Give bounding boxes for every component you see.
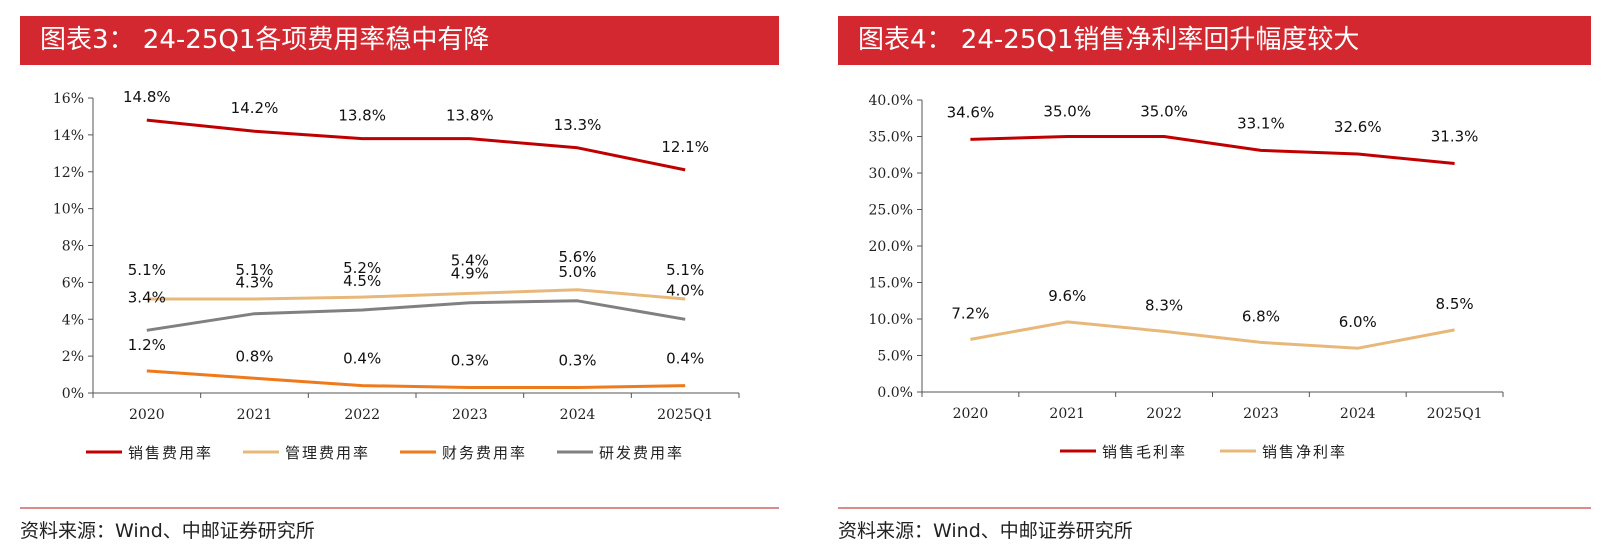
legend-label: 销售净利率 bbox=[1262, 443, 1347, 461]
series-line bbox=[146, 288, 686, 301]
x-tick-label: 2023 bbox=[1243, 406, 1279, 422]
y-tick-label: 5.0% bbox=[877, 349, 913, 365]
data-label: 6.8% bbox=[1242, 307, 1280, 325]
expense-ratio-line-chart: 0% 2% 4% 6% 8% 10% 12% 14% 16% 2020 2021 2022 2023 20… bbox=[53, 88, 740, 462]
data-label: 9.6% bbox=[1048, 287, 1086, 305]
legend-label: 管理费用率 bbox=[285, 444, 370, 462]
data-label: 4.3% bbox=[235, 274, 273, 292]
y-tick-label: 40.0% bbox=[869, 93, 913, 109]
data-label: 3.4% bbox=[128, 288, 166, 306]
data-label: 1.2% bbox=[128, 336, 166, 354]
y-tick-label: 0% bbox=[62, 386, 84, 402]
x-tick-label: 2024 bbox=[1340, 406, 1376, 422]
data-label: 0.3% bbox=[558, 351, 596, 369]
legend-label: 财务费用率 bbox=[442, 444, 527, 462]
y-tick-label: 0.0% bbox=[877, 385, 913, 401]
data-label: 13.8% bbox=[446, 107, 494, 125]
x-tick-label: 2022 bbox=[1146, 406, 1182, 422]
y-tick-label: 4% bbox=[62, 312, 84, 328]
series-line bbox=[146, 369, 686, 389]
data-label: 13.8% bbox=[338, 107, 386, 125]
data-label: 0.8% bbox=[235, 347, 273, 365]
y-tick-label: 10% bbox=[53, 202, 84, 218]
chart-title: 图表4： 24-25Q1销售净利率回升幅度较大 bbox=[838, 16, 1591, 65]
data-label: 33.1% bbox=[1237, 114, 1285, 132]
y-tick-label: 14% bbox=[53, 128, 84, 144]
chart-panel-margin-ratios: 图表4： 24-25Q1销售净利率回升幅度较大 0.0% 5.0% 10.0% 15.… bbox=[838, 16, 1591, 552]
x-tick-label: 2020 bbox=[129, 407, 165, 423]
data-label: 7.2% bbox=[951, 304, 989, 322]
y-tick-label: 16% bbox=[53, 91, 84, 107]
margin-line-chart: 0.0% 5.0% 10.0% 15.0% 20.0% 25.0% 30.0% 35.0% 40… bbox=[869, 93, 1504, 461]
data-label: 0.3% bbox=[451, 351, 489, 369]
divider bbox=[20, 507, 779, 509]
divider bbox=[838, 507, 1591, 509]
legend-label: 销售费用率 bbox=[128, 444, 213, 462]
x-tick-label: 2023 bbox=[452, 407, 488, 423]
source-note: 资料来源：Wind、中邮证券研究所 bbox=[838, 520, 1133, 542]
data-label: 5.4% bbox=[451, 251, 489, 269]
x-tick-label: 2025Q1 bbox=[1427, 406, 1483, 422]
series-line bbox=[970, 320, 1455, 350]
data-label: 5.0% bbox=[558, 263, 596, 281]
data-label: 5.1% bbox=[666, 261, 704, 279]
data-label: 6.0% bbox=[1339, 313, 1377, 331]
data-label: 5.1% bbox=[235, 261, 273, 279]
x-tick-label: 2024 bbox=[560, 407, 596, 423]
data-label: 5.2% bbox=[343, 259, 381, 277]
y-tick-label: 6% bbox=[62, 275, 84, 291]
y-tick-label: 12% bbox=[53, 165, 84, 181]
data-label: 0.4% bbox=[666, 350, 704, 368]
y-tick-label: 20.0% bbox=[869, 239, 913, 255]
data-label: 8.3% bbox=[1145, 296, 1183, 314]
y-tick-label: 35.0% bbox=[869, 130, 913, 146]
y-tick-label: 10.0% bbox=[869, 312, 913, 328]
chart-panel-expense-ratios: 图表3： 24-25Q1各项费用率稳中有降 0% 2% 4% 6% 8% 10% 12% 14… bbox=[20, 16, 779, 552]
data-label: 13.3% bbox=[554, 116, 602, 134]
y-tick-label: 30.0% bbox=[869, 166, 913, 182]
x-tick-label: 2021 bbox=[237, 407, 273, 423]
series-line bbox=[146, 299, 686, 332]
data-label: 35.0% bbox=[1140, 103, 1188, 121]
data-label: 4.5% bbox=[343, 272, 381, 290]
data-label: 34.6% bbox=[947, 103, 995, 121]
data-label: 14.8% bbox=[123, 88, 171, 106]
y-tick-label: 8% bbox=[62, 239, 84, 255]
data-label: 0.4% bbox=[343, 350, 381, 368]
y-tick-label: 15.0% bbox=[869, 276, 913, 292]
data-label: 14.2% bbox=[231, 99, 279, 117]
series-line bbox=[970, 135, 1455, 165]
x-tick-label: 2025Q1 bbox=[657, 407, 713, 423]
data-label: 32.6% bbox=[1334, 118, 1382, 136]
data-label: 35.0% bbox=[1043, 103, 1091, 121]
data-label: 31.3% bbox=[1431, 128, 1479, 146]
y-tick-label: 2% bbox=[62, 349, 84, 365]
source-note: 资料来源：Wind、中邮证券研究所 bbox=[20, 520, 315, 542]
legend-label: 销售毛利率 bbox=[1102, 443, 1187, 461]
x-tick-label: 2020 bbox=[953, 406, 989, 422]
y-tick-label: 25.0% bbox=[869, 203, 913, 219]
x-tick-label: 2022 bbox=[344, 407, 380, 423]
data-label: 5.1% bbox=[128, 261, 166, 279]
legend-label: 研发费用率 bbox=[599, 444, 684, 462]
series-line bbox=[146, 118, 686, 172]
data-label: 4.9% bbox=[451, 265, 489, 283]
data-label: 4.0% bbox=[666, 281, 704, 299]
data-label: 8.5% bbox=[1436, 295, 1474, 313]
chart-title: 图表3： 24-25Q1各项费用率稳中有降 bbox=[20, 16, 779, 65]
x-tick-label: 2021 bbox=[1049, 406, 1085, 422]
data-label: 12.1% bbox=[661, 138, 709, 156]
data-label: 5.6% bbox=[558, 248, 596, 266]
